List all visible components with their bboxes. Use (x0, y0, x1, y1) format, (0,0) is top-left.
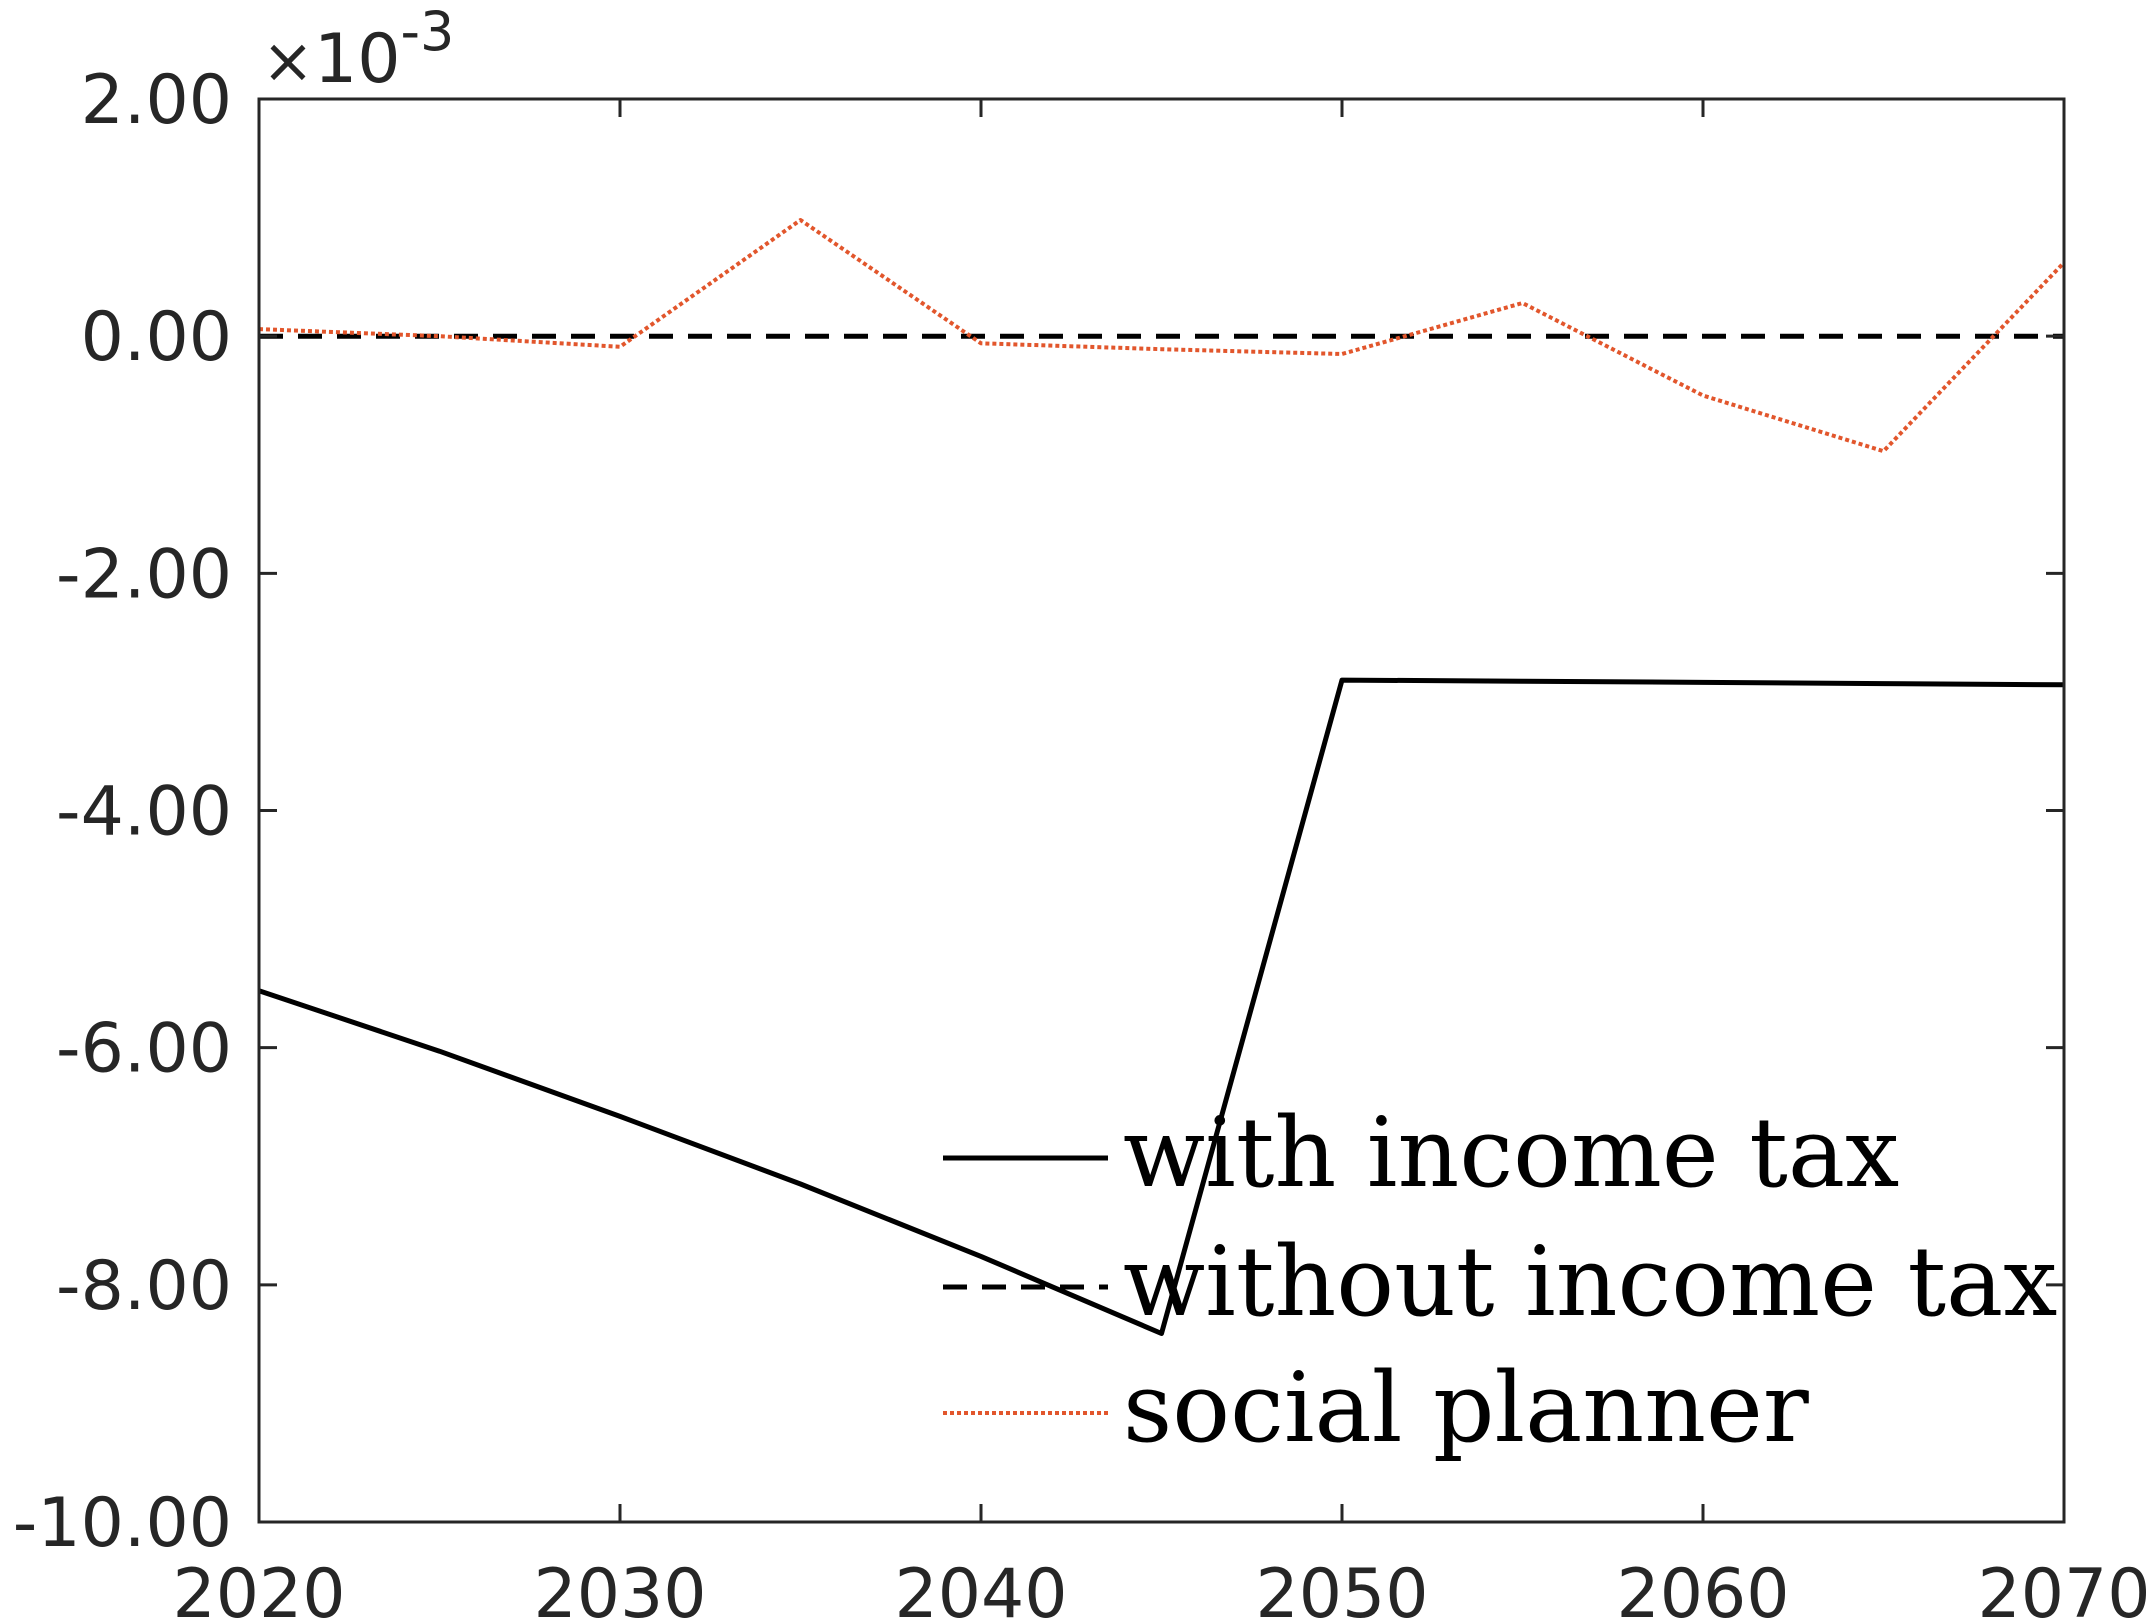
legend: with income tax without income tax social … (943, 1097, 2057, 1464)
y-tick-label: 0.00 (81, 298, 232, 377)
x-tick-label: 2030 (533, 1555, 706, 1622)
x-tick-label: 2050 (1255, 1555, 1428, 1622)
y-tick-label: -8.00 (56, 1247, 232, 1326)
x-tick-label: 2060 (1616, 1555, 1789, 1622)
y-exponent-label: ×10-3 (262, 0, 454, 99)
y-exponent-times: × (262, 24, 314, 97)
y-tick-label: -6.00 (56, 1010, 232, 1089)
y-tick-label: -2.00 (56, 535, 232, 614)
series-line-with-income-tax (259, 677, 2064, 1336)
x-tick-label: 2040 (894, 1555, 1067, 1622)
legend-label: with income tax (1123, 1097, 1899, 1209)
y-exponent-base: 10 (314, 20, 401, 99)
series-line-social-planner (259, 218, 2064, 454)
y-exponent-power: -3 (400, 0, 454, 63)
legend-label: social planner (1123, 1352, 1809, 1464)
x-tick-label: 2020 (172, 1555, 345, 1622)
legend-label: without income tax (1123, 1226, 2057, 1338)
y-tick-label: -4.00 (56, 773, 232, 852)
y-tick-label: -10.00 (13, 1484, 232, 1563)
y-tick-label: 2.00 (81, 61, 232, 140)
x-tick-label: 2070 (1977, 1555, 2150, 1622)
